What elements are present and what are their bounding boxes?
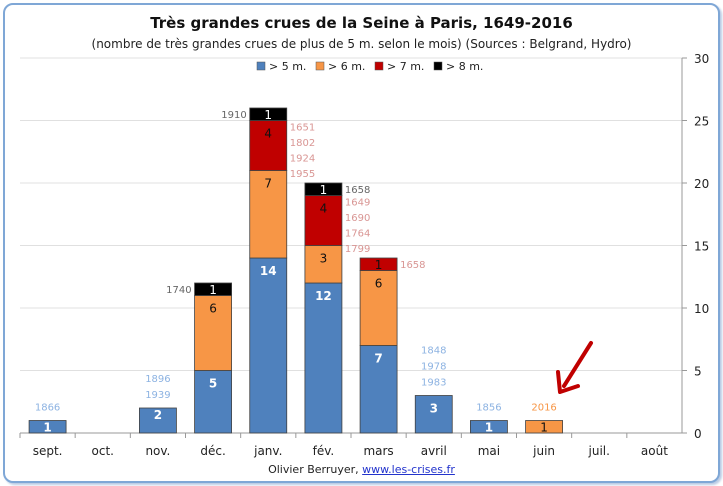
legend-label: > 8 m. <box>446 60 483 73</box>
year-annotation: 1658 <box>345 185 370 196</box>
bar-segment <box>304 245 343 284</box>
bar-value-label: 6 <box>375 277 383 291</box>
legend-label: > 7 m. <box>387 60 424 73</box>
chart-subtitle: (nombre de très grandes crues de plus de… <box>91 37 632 51</box>
bar-value-label: 4 <box>320 202 328 216</box>
y-tick-label: 15 <box>694 240 709 254</box>
bar-segment <box>249 257 288 434</box>
y-tick-label: 10 <box>694 302 709 316</box>
bar-segment <box>194 282 232 296</box>
bar-segment <box>249 120 288 171</box>
bar-value-label: 1 <box>375 258 383 272</box>
bar-value-label: 1 <box>264 108 272 122</box>
bar-value-label: 1 <box>540 421 548 435</box>
x-tick-label: fév. <box>313 444 335 458</box>
year-annotation: 1978 <box>421 362 446 373</box>
x-tick-label: mai <box>478 444 500 458</box>
footer-link[interactable]: www.les-crises.fr <box>362 463 455 476</box>
y-tick-label: 25 <box>694 115 709 129</box>
legend-swatch <box>374 61 384 71</box>
year-annotation: 1939 <box>145 390 170 401</box>
x-tick-label: déc. <box>200 444 225 458</box>
bar-value-label: 14 <box>260 264 277 278</box>
y-tick-label: 30 <box>694 52 709 66</box>
x-tick-label: juin <box>532 444 555 458</box>
x-tick-label: juil. <box>588 444 610 458</box>
bar-value-label: 3 <box>430 402 438 416</box>
bar-value-label: 5 <box>209 377 217 391</box>
legend-swatch <box>433 61 443 71</box>
bar-segment <box>414 395 453 434</box>
year-annotation: 1910 <box>221 110 246 121</box>
year-annotation: 1802 <box>290 138 315 149</box>
year-annotation: 1690 <box>345 213 370 224</box>
year-annotation: 1658 <box>400 260 425 271</box>
year-annotation: 1896 <box>145 374 170 385</box>
bar-value-label: 6 <box>209 302 217 316</box>
year-annotation: 1983 <box>421 378 446 389</box>
bar-value-label: 2 <box>154 408 162 422</box>
bar-segment <box>304 282 343 434</box>
year-annotation: 1764 <box>345 229 370 240</box>
footer-author: Olivier Berruyer, <box>268 463 359 476</box>
y-tick-label: 0 <box>694 427 702 441</box>
bar-value-label: 1 <box>485 421 493 435</box>
arrow-head-icon <box>556 370 580 394</box>
x-tick-label: août <box>641 444 668 458</box>
arrow-shaft <box>562 341 593 388</box>
bar-value-label: 7 <box>374 352 382 366</box>
bar-value-label: 4 <box>264 127 272 141</box>
legend-label: > 5 m. <box>269 60 306 73</box>
year-annotation: 1649 <box>345 198 370 209</box>
bar-segment <box>304 182 343 196</box>
bar-value-label: 1 <box>209 283 217 297</box>
bar-segment <box>28 420 67 434</box>
year-annotation: 1955 <box>290 169 315 180</box>
y-tick-label: 5 <box>694 365 702 379</box>
legend-swatch <box>256 61 266 71</box>
year-annotation: 1924 <box>290 154 315 165</box>
footer: Olivier Berruyer, www.les-crises.fr <box>0 463 723 476</box>
year-annotation: 1848 <box>421 346 446 357</box>
x-tick-label: janv. <box>253 444 282 458</box>
legend-label: > 6 m. <box>328 60 365 73</box>
year-annotation: 1740 <box>166 285 191 296</box>
year-annotation: 2016 <box>531 403 556 414</box>
year-annotation: 1866 <box>35 403 60 414</box>
bar-segment <box>470 420 508 434</box>
bar-segment <box>304 195 343 246</box>
year-annotation: 1651 <box>290 123 315 134</box>
bar-segment <box>194 295 232 371</box>
x-tick-label: sept. <box>33 444 63 458</box>
bar-segment <box>139 407 177 434</box>
bar-segment <box>249 170 288 259</box>
year-annotation: 1856 <box>476 403 501 414</box>
x-tick-label: oct. <box>92 444 114 458</box>
year-annotation: 1799 <box>345 244 370 255</box>
bar-segment <box>359 345 398 434</box>
bar-segment <box>359 270 398 346</box>
legend-swatch <box>315 61 325 71</box>
bar-value-label: 12 <box>315 289 332 303</box>
bar-segment <box>525 420 563 434</box>
x-tick-label: mars <box>363 444 393 458</box>
bar-segment <box>359 257 398 271</box>
x-tick-label: avril <box>421 444 447 458</box>
x-tick-label: nov. <box>145 444 170 458</box>
bar-value-label: 3 <box>320 252 328 266</box>
bar-value-label: 7 <box>264 177 272 191</box>
bar-value-label: 1 <box>43 421 51 435</box>
chart-title: Très grandes crues de la Seine à Paris, … <box>150 14 573 32</box>
bar-segment <box>249 107 288 121</box>
y-tick-label: 20 <box>694 177 709 191</box>
bar-value-label: 1 <box>320 183 328 197</box>
